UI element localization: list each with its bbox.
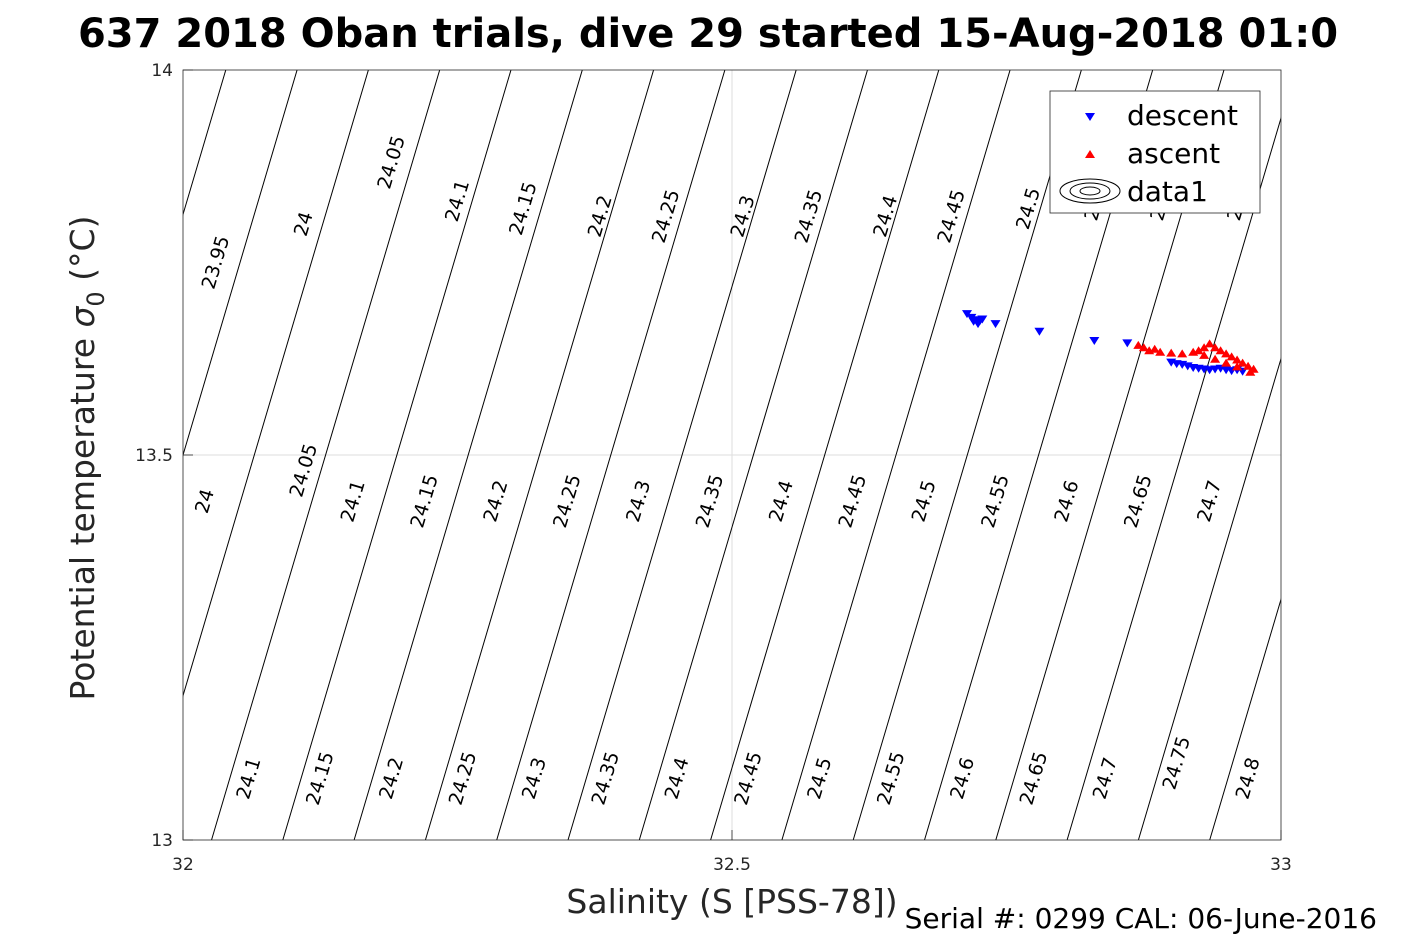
legend-marker-data1 [1059,178,1121,204]
y-axis-label-unit: (°C) [63,216,102,281]
isopycnal-line [1137,356,1281,840]
y-tick-label: 14 [151,61,173,81]
isopycnal-line [496,70,726,840]
density-contours [183,70,1281,840]
ascent-point [1138,343,1149,352]
isopycnal-line [353,70,583,840]
ascent-point [1243,361,1254,370]
descent-point [1034,327,1045,336]
isopycnal-line [1209,597,1281,840]
descent-point [1122,339,1133,348]
ascent-point [1210,354,1221,363]
isopycnal-line [183,70,298,457]
ascent-point [1226,352,1237,361]
isopycnal-line [567,70,797,840]
x-tick-label: 32 [172,855,194,875]
y-axis-label-subscript: 0 [82,291,110,306]
legend-label-ascent: ascent [1127,137,1220,170]
y-tick-label: 13 [151,831,173,851]
ascent-point [1133,340,1144,349]
ascent-point [1204,339,1215,348]
chart-title: 637 2018 Oban trials, dive 29 started 15… [78,11,1338,57]
x-tick-label: 32.5 [713,855,751,875]
isopycnal-line [183,70,369,698]
ascent-point [1177,349,1188,358]
ascent-point [1199,343,1210,352]
ascent-point [1221,358,1232,367]
isopycnal-line [781,70,1011,840]
axis-ticks: 32 32.5 33 13 13.5 14 [135,61,1292,875]
serial-note: Serial #: 0299 CAL: 06-June-2016 [905,902,1377,935]
x-tick-label: 33 [1270,855,1292,875]
data-points [962,310,1259,376]
x-axis-label: Salinity (S [PSS-78]) [566,882,897,921]
isopycnal-line [211,70,441,840]
grid-lines [183,70,1281,840]
descent-point [990,320,1001,329]
y-axis-label-main: Potential temperature [63,338,102,700]
legend: descent ascent data1 [1049,90,1261,214]
ascent-point [1232,362,1243,371]
y-axis-label-symbol: σ [63,306,102,328]
isopycnal-line [710,70,940,840]
ascent-point [1166,348,1177,357]
legend-marker-descent [1085,113,1095,121]
legend-marker-ascent [1085,150,1095,158]
descent-point [1089,337,1100,345]
ascent-point [1232,355,1243,364]
isopycnal-line [852,70,1082,840]
y-axis-label: Potential temperature σ0 (°C) [63,216,110,701]
legend-label-descent: descent [1127,99,1238,132]
ascent-point [1245,367,1256,376]
ascent-point [1210,343,1221,352]
legend-box [1049,90,1261,214]
ascent-point [1237,358,1248,367]
ascent-point [1215,346,1226,355]
descent-point [977,315,988,324]
y-tick-label: 13.5 [135,446,173,466]
ascent-point [1193,346,1204,355]
ascent-point [1199,350,1210,359]
legend-label-data1: data1 [1127,175,1208,208]
ascent-point [1221,349,1232,358]
isopycnal-line [282,70,512,840]
ascent-point [1149,344,1160,353]
isopycnal-line [638,70,868,840]
ascent-point [1155,347,1166,356]
isopycnal-line [183,70,227,217]
isopycnal-line [424,70,655,840]
